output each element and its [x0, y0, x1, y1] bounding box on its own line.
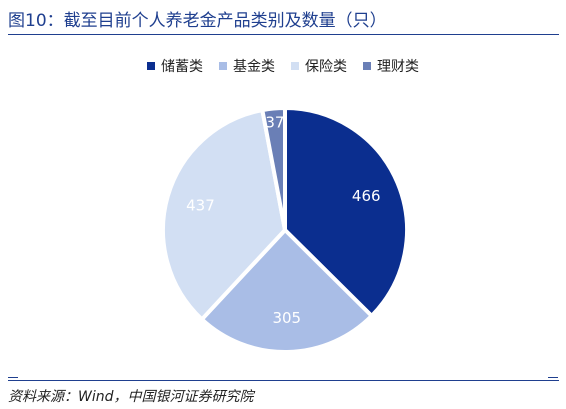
pie-slice-wealth	[260, 106, 287, 232]
data-label-savings: 466	[352, 187, 381, 205]
footer-left-mark	[8, 377, 18, 378]
data-label-wealth: 37	[265, 113, 284, 131]
source-note: 资料来源：Wind，中国银河证券研究院	[8, 389, 254, 405]
legend-swatch-wealth	[363, 62, 371, 70]
legend: 储蓄类 基金类 保险类 理财类	[0, 56, 566, 76]
chart-title: 图10：截至目前个人养老金产品类别及数量（只）	[8, 11, 387, 31]
title-divider	[8, 34, 559, 35]
pie-slice-savings	[283, 106, 409, 318]
legend-item-fund: 基金类	[219, 56, 275, 76]
legend-swatch-fund	[219, 62, 227, 70]
legend-label-savings: 储蓄类	[161, 59, 203, 75]
legend-label-wealth: 理财类	[377, 59, 419, 75]
pie-slice-insurance	[161, 108, 287, 322]
legend-label-fund: 基金类	[233, 59, 275, 75]
legend-label-insurance: 保险类	[305, 59, 347, 75]
legend-item-insurance: 保险类	[291, 56, 347, 76]
footer-divider	[8, 380, 559, 381]
data-label-insurance: 437	[186, 197, 215, 215]
legend-item-savings: 储蓄类	[147, 56, 203, 76]
legend-swatch-savings	[147, 62, 155, 70]
legend-swatch-insurance	[291, 62, 299, 70]
legend-item-wealth: 理财类	[363, 56, 419, 76]
data-label-fund: 305	[272, 309, 301, 327]
pie-slice-fund	[199, 228, 374, 354]
footer-right-mark	[548, 377, 558, 378]
